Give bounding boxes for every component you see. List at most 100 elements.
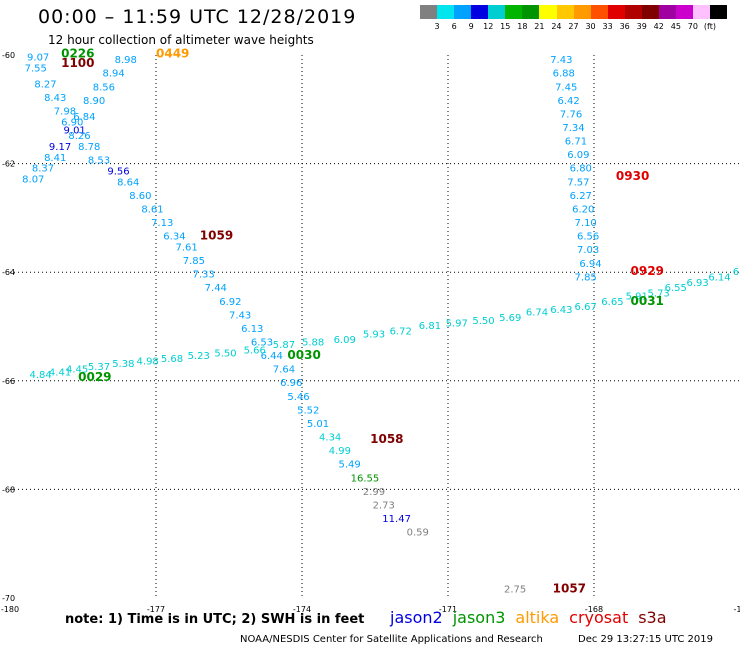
colorbar-swatch <box>420 5 438 19</box>
wave-height-value: 8.56 <box>93 82 115 93</box>
page-title: 00:00 – 11:59 UTC 12/28/2019 <box>38 6 357 28</box>
legend-item-cryosat: cryosat <box>569 608 629 627</box>
pass-time-label: 1057 <box>553 582 586 596</box>
colorbar-swatch <box>573 5 591 19</box>
latitude-tick-label: -66 <box>2 377 15 386</box>
wave-height-value: 6.94 <box>579 259 601 270</box>
wave-height-value: 5.93 <box>363 329 385 340</box>
colorbar-label: 42 <box>653 22 664 31</box>
wave-height-value: 8.37 <box>32 164 54 175</box>
legend-item-jason2: jason2 <box>390 608 443 627</box>
wave-height-value: 7.64 <box>273 365 295 376</box>
wave-height-value: 9.01 <box>64 126 86 137</box>
colorbar-swatch <box>454 5 472 19</box>
wave-height-value: 6.14 <box>708 272 730 283</box>
colorbar-label: 12 <box>483 22 494 31</box>
wave-height-value: 0.59 <box>407 528 429 539</box>
wave-height-value: 5.69 <box>499 313 521 324</box>
colorbar-label: 24 <box>551 22 562 31</box>
colorbar-swatch <box>522 5 540 19</box>
wave-height-value: 11.47 <box>382 514 411 525</box>
wave-height-value: 2.75 <box>504 585 526 596</box>
units-note: note: 1) Time is in UTC; 2) SWH is in fe… <box>65 612 365 627</box>
wave-height-value: 4.41 <box>49 367 71 378</box>
wave-height-value: 6.84 <box>73 112 95 123</box>
wave-height-value: 6.44 <box>261 351 283 362</box>
wave-height-value: 7.03 <box>577 245 599 256</box>
satellite-legend: jason2 jason3 altika cryosat s3a <box>390 608 677 627</box>
wave-height-colorbar <box>420 5 728 19</box>
wave-height-value: 5.01 <box>307 419 329 430</box>
wave-height-value: 8.98 <box>115 55 137 66</box>
colorbar-label: 70 <box>687 22 698 31</box>
wave-height-value: 6.56 <box>577 232 599 243</box>
credit-line: NOAA/NESDIS Center for Satellite Applica… <box>240 634 543 645</box>
colorbar-label: 6 <box>451 22 457 31</box>
page-subtitle: 12 hour collection of altimeter wave hei… <box>48 33 314 47</box>
wave-height-value: 9.17 <box>49 142 71 153</box>
wave-height-value: 7.57 <box>567 177 589 188</box>
colorbar-label: 27 <box>568 22 579 31</box>
wave-height-value: 6.53 <box>251 338 273 349</box>
wave-height-value: 8.43 <box>44 93 66 104</box>
wave-height-value: 5.88 <box>302 338 324 349</box>
wave-height-value: 6.88 <box>553 69 575 80</box>
colorbar-swatch <box>693 5 711 19</box>
wave-height-value: 8.78 <box>78 142 100 153</box>
wave-height-value: 8.07 <box>22 175 44 186</box>
wave-height-value: 7.76 <box>560 109 582 120</box>
wave-height-value: 7.61 <box>175 242 197 253</box>
wave-height-value: 5.50 <box>472 316 494 327</box>
wave-height-value: 6.09 <box>334 335 356 346</box>
wave-height-value: 2.99 <box>363 487 385 498</box>
wave-height-value: 5.37 <box>88 362 110 373</box>
wave-height-value: 6.74 <box>526 308 548 319</box>
pass-time-label: 1058 <box>370 432 403 446</box>
wave-height-value: 5.73 <box>648 289 670 300</box>
colorbar-swatch <box>641 5 659 19</box>
latitude-tick-label: -64 <box>2 268 15 277</box>
wave-height-value: 7.43 <box>229 310 251 321</box>
wave-height-value: 5.38 <box>112 359 134 370</box>
pass-time-label: 0030 <box>287 348 320 362</box>
pass-time-label: 0449 <box>156 47 189 61</box>
wave-height-value: 6.90 <box>61 118 83 129</box>
wave-height-value: 6.71 <box>565 137 587 148</box>
wave-height-value: 16.55 <box>351 473 380 484</box>
wave-height-value: 7.44 <box>205 283 227 294</box>
wave-height-value: 8.64 <box>117 177 139 188</box>
wave-height-value: 9.56 <box>107 166 129 177</box>
pass-time-label: 0929 <box>631 264 664 278</box>
pass-time-label: 1100 <box>61 56 94 70</box>
wave-height-value: 7.85 <box>575 272 597 283</box>
colorbar-swatch <box>607 5 625 19</box>
legend-item-s3a: s3a <box>638 608 667 627</box>
wave-height-value: 5.68 <box>161 354 183 365</box>
longitude-tick-label: -171 <box>439 605 457 614</box>
wave-height-value: 4.99 <box>329 446 351 457</box>
wave-height-value: 7.34 <box>562 123 584 134</box>
wave-height-value: 7.13 <box>151 218 173 229</box>
latitude-tick-label: -62 <box>2 160 15 169</box>
wave-height-value: 6.55 <box>665 283 687 294</box>
wave-height-value: 8.53 <box>88 156 110 167</box>
wave-height-value: 5.97 <box>446 319 468 330</box>
wave-height-value: 6.96 <box>733 267 740 278</box>
longitude-tick-label: -180 <box>1 605 19 614</box>
colorbar-label: 15 <box>500 22 511 31</box>
wave-height-value: 7.85 <box>183 256 205 267</box>
wave-height-value: 6.13 <box>241 324 263 335</box>
wave-height-value: 5.87 <box>273 340 295 351</box>
longitude-tick-label: -177 <box>147 605 165 614</box>
colorbar-label: 45 <box>670 22 681 31</box>
pass-time-label: 0226 <box>61 47 94 61</box>
wave-height-value: 6.81 <box>419 321 441 332</box>
wave-height-value: 4.45 <box>66 365 88 376</box>
wave-height-value: 6.20 <box>572 204 594 215</box>
pass-time-label: 1059 <box>200 229 233 243</box>
legend-item-altika: altika <box>515 608 560 627</box>
wave-height-value: 5.66 <box>244 346 266 357</box>
colorbar-label: 21 <box>534 22 545 31</box>
